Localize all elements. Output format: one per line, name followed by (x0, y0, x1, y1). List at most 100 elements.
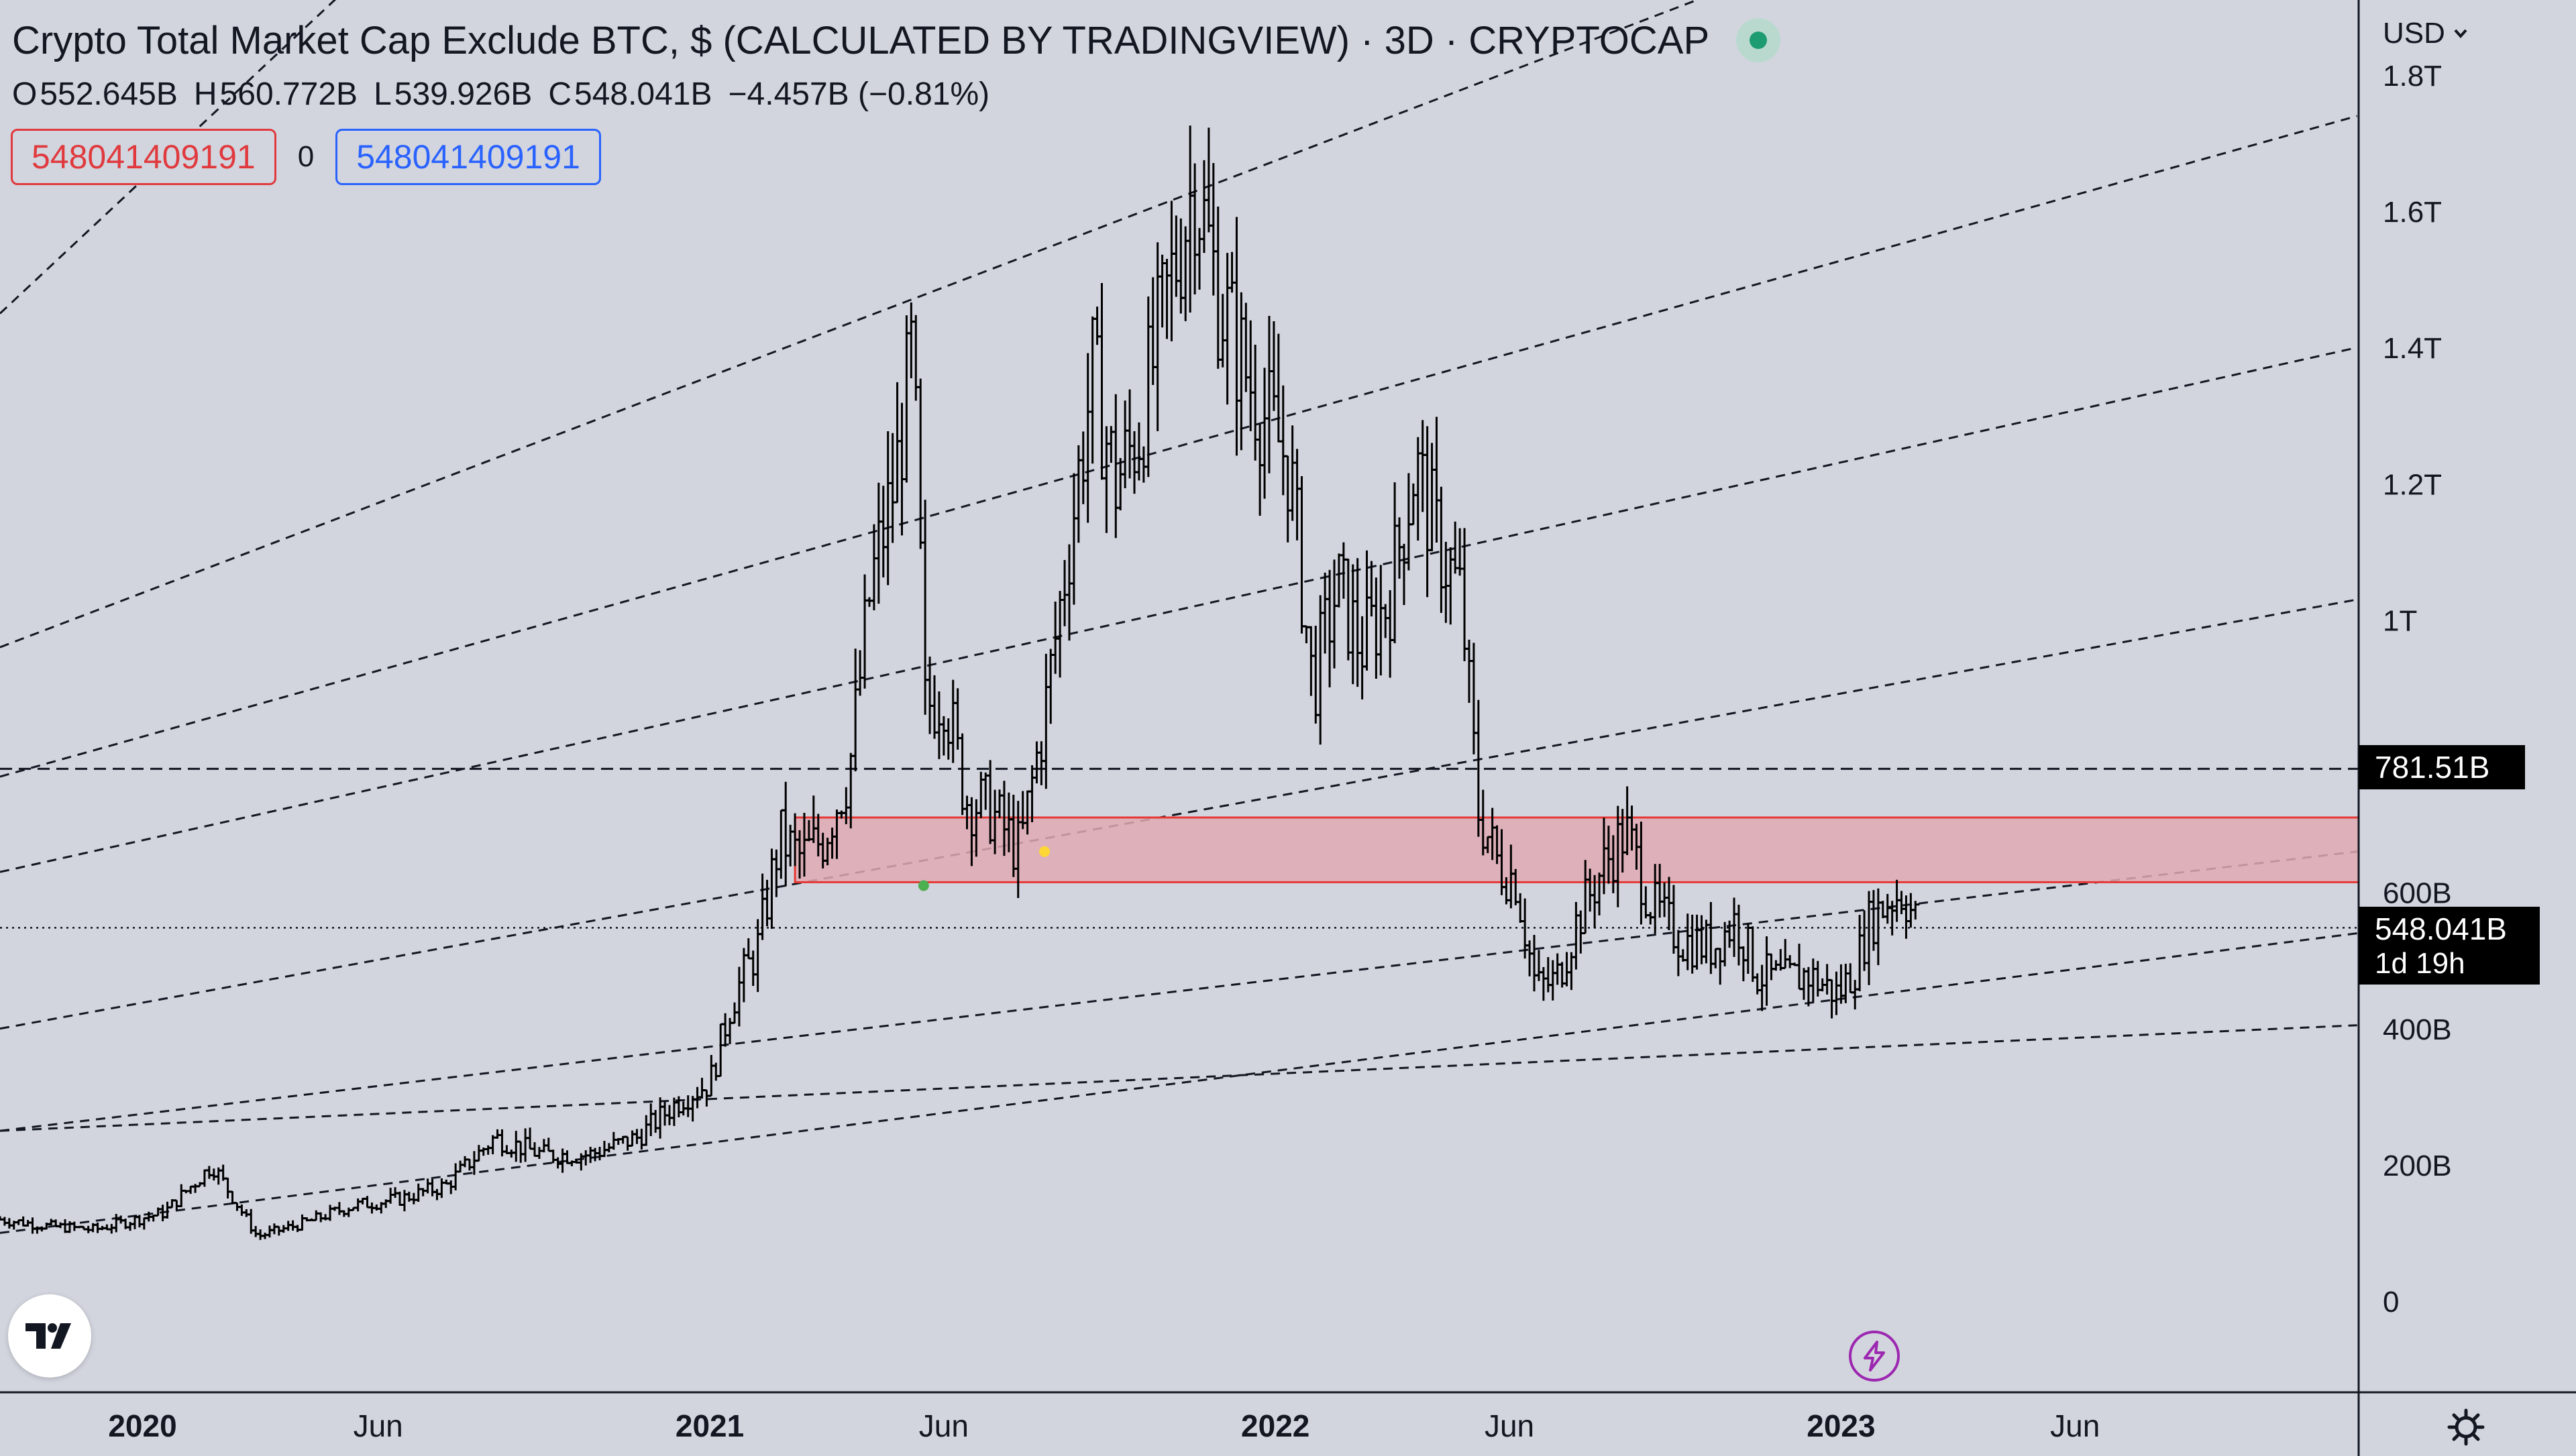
ohlc-bar-285 (1316, 595, 1325, 745)
currency-label: USD (2383, 17, 2445, 50)
ohlc-bar-243 (1121, 400, 1130, 488)
resistance-zone[interactable] (794, 816, 2360, 883)
ohlc-bar-99 (451, 1163, 460, 1190)
ohlc-bar-330 (1525, 940, 1534, 976)
gear-icon[interactable] (2439, 1400, 2493, 1454)
price-tick-label: 200B (2383, 1150, 2452, 1182)
ohlc-bar-231 (1065, 544, 1073, 641)
ohlc-bar-232 (1069, 473, 1078, 605)
ohlc-bar-378 (1748, 926, 1757, 983)
ohlc-bar-361 (1669, 885, 1678, 954)
ohlc-bar-371 (1716, 948, 1725, 985)
ohlc-bar-268 (1237, 292, 1246, 451)
ohlc-bar-80 (363, 1196, 372, 1209)
ohlc-bar-43 (191, 1184, 200, 1193)
ohlc-bar-242 (1116, 458, 1125, 511)
ohlc-bar-249 (1148, 277, 1157, 386)
ohlc-bar-190 (874, 482, 883, 604)
live-status-dot-icon[interactable] (1736, 18, 1781, 62)
ohlc-bar-275 (1269, 321, 1278, 411)
ohlc-bar-195 (898, 402, 906, 536)
ohlc-bar-202 (930, 675, 939, 739)
ohlc-bar-56 (252, 1226, 260, 1237)
value-box-blue[interactable]: 548041409191 (335, 129, 601, 185)
ohlc-bar-251 (1158, 254, 1167, 328)
ohlc-bar-296 (1367, 561, 1376, 617)
currency-selector[interactable]: USD (2383, 15, 2471, 52)
ohlc-bar-254 (1172, 215, 1181, 297)
trendline-4 (0, 346, 2358, 873)
trendline-5 (0, 598, 2357, 1030)
ohlc-bar-239 (1102, 426, 1111, 533)
ohlc-bar-59 (265, 1225, 274, 1238)
ohlc-bar-283 (1307, 626, 1316, 696)
ohlc-bar-333 (1539, 967, 1548, 1001)
ohlc-bar-149 (684, 1095, 692, 1117)
ohlc-bar-236 (1088, 316, 1097, 464)
ohlc-bar-396 (1832, 971, 1841, 1015)
ohlc-bar-317 (1464, 639, 1473, 703)
ohlc-bar-288 (1330, 559, 1339, 669)
ohlc-bar-281 (1297, 475, 1306, 634)
ohlc-bar-405 (1874, 888, 1882, 966)
ohlc-bar-280 (1293, 449, 1301, 541)
ohlc-bar-298 (1377, 565, 1385, 676)
ohlc-bar-252 (1163, 259, 1171, 339)
ohlc-bar-267 (1232, 217, 1241, 456)
ohlc-bar-156 (716, 1023, 725, 1077)
ohlc-bar-66 (298, 1214, 307, 1231)
tradingview-logo-icon[interactable] (8, 1294, 91, 1378)
ohlc-bar-376 (1739, 946, 1748, 982)
ohlc-bar-39 (172, 1199, 181, 1210)
ohlc-bar-230 (1061, 559, 1069, 626)
ohlc-bar-316 (1460, 528, 1469, 661)
zone-layer[interactable] (794, 816, 2360, 883)
ohlc-bar-204 (939, 716, 948, 756)
ohlc-bar-129 (591, 1147, 600, 1162)
ohlc-bar-152 (698, 1078, 706, 1099)
ohlc-bar-304 (1404, 473, 1413, 571)
ohlc-bar-375 (1734, 904, 1743, 966)
ohlc-bar-400 (1851, 980, 1860, 1010)
ohlc-bar-106 (484, 1145, 492, 1155)
ohlc-bar-88 (400, 1190, 409, 1212)
ohlc-bar-103 (470, 1151, 478, 1175)
ohlc-bar-120 (549, 1150, 557, 1164)
ohlc-bar-47 (209, 1168, 218, 1181)
ohlc-bar-91 (414, 1183, 423, 1202)
time-tick-label: Jun (919, 1408, 969, 1443)
ohlc-bar-292 (1348, 564, 1357, 685)
ohlc-bar-117 (535, 1147, 543, 1160)
bar-countdown-text: 1d 19h (2375, 947, 2465, 980)
time-tick-label: Jun (2050, 1408, 2100, 1443)
ohlc-bar-398 (1841, 963, 1850, 1003)
value-box-red[interactable]: 548041409191 (11, 129, 276, 185)
ohlc-bar-90 (409, 1192, 418, 1205)
price-scale-background[interactable] (2359, 0, 2576, 1456)
ohlc-bar-299 (1381, 604, 1390, 638)
ohlc-bar-141 (647, 1103, 655, 1137)
ohlc-bar-234 (1079, 431, 1087, 504)
ohlc-bar-362 (1674, 930, 1682, 976)
ohlc-bar-119 (544, 1137, 553, 1152)
ohlc-bar-201 (926, 657, 934, 734)
change-value: −4.457B (−0.81%) (728, 76, 990, 112)
ohlc-bar-199 (916, 378, 925, 549)
chart-title[interactable]: Crypto Total Market Cap Exclude BTC, $ (… (12, 18, 1710, 62)
ohlc-bar-208 (958, 733, 967, 816)
ohlc-bar-291 (1344, 558, 1352, 661)
ohlc-bar-305 (1409, 483, 1417, 526)
ohlc-bar-223 (1028, 765, 1036, 822)
ohlc-bar-225 (1037, 741, 1046, 785)
ohlc-bar-76 (344, 1207, 353, 1217)
ohlc-bar-413 (1911, 901, 1920, 920)
ohlc-bar-258 (1191, 163, 1199, 294)
price-tick-label: 0 (2383, 1286, 2399, 1319)
ohlc-bar-391 (1809, 958, 1817, 1002)
ohlc-bar-78 (354, 1198, 362, 1212)
value-box-middle: 0 (297, 140, 315, 173)
lightning-icon[interactable] (1849, 1331, 1900, 1382)
ohlc-bar-392 (1813, 960, 1822, 997)
time-tick-label: 2022 (1241, 1408, 1309, 1443)
